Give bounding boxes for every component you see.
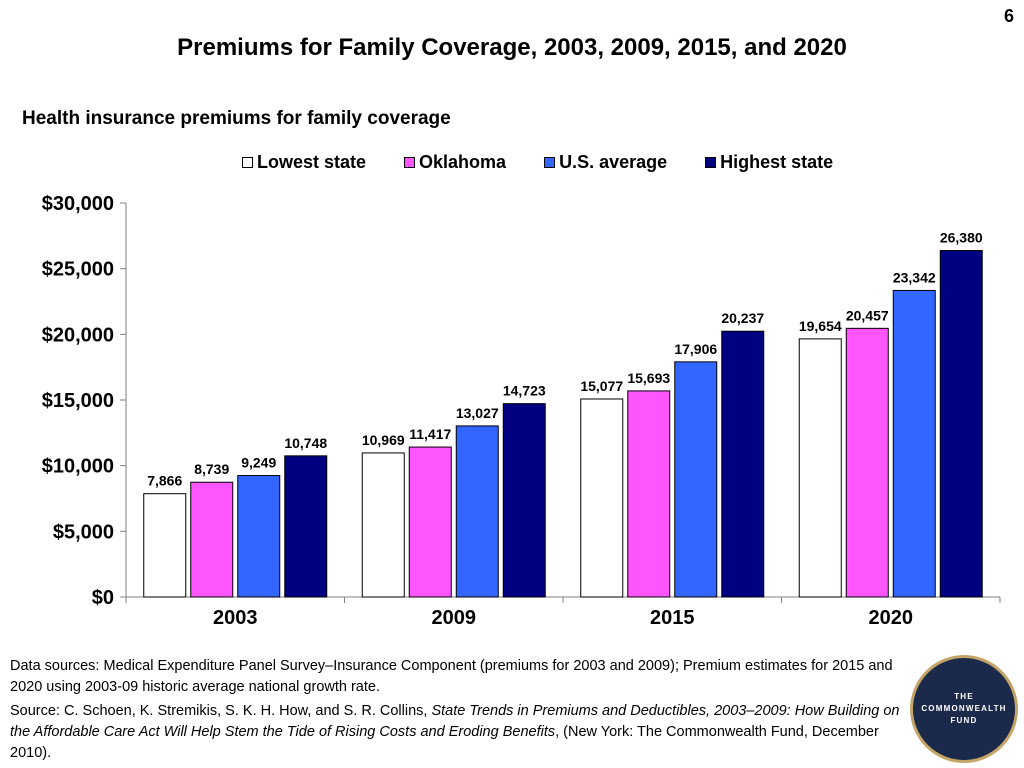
source-prefix: Source: C. Schoen, K. Stremikis, S. K. H… [10,703,432,719]
bar-oklahoma-2009 [408,446,452,598]
data-label: 14,723 [503,383,546,399]
legend-item-lowest-state: Lowest state [242,152,366,173]
bar-u-s-average-2020 [892,289,936,598]
slide-title: Premiums for Family Coverage, 2003, 2009… [177,34,847,61]
data-label: 20,237 [721,310,764,326]
bar-oklahoma-2020 [845,327,889,598]
bar-highest-state-2020 [939,250,983,598]
x-tick-label: 2003 [213,607,258,629]
data-label: 26,380 [940,230,983,246]
y-tick-label: $5,000 [53,521,114,543]
legend-item-highest-state: Highest state [705,152,833,173]
data-label: 11,417 [409,426,451,442]
logo-text: THE COMMONWEALTH FUND [921,691,1006,727]
data-label: 10,969 [362,432,405,448]
footnotes: Data sources: Medical Expenditure Panel … [10,656,900,767]
data-label: 15,077 [580,378,623,394]
legend-swatch-lowest-state [242,157,253,168]
chart-legend: Lowest state Oklahoma U.S. average Highe… [242,152,833,173]
legend-swatch-highest-state [705,157,717,168]
bar-lowest-state-2003 [143,493,187,598]
legend-label-oklahoma: Oklahoma [419,152,507,172]
data-label: 10,748 [284,435,327,451]
data-label: 15,693 [627,370,670,386]
commonwealth-fund-logo: THE COMMONWEALTH FUND [910,655,1018,763]
bar-u-s-average-2003 [237,475,281,598]
y-tick-label: $30,000 [42,193,114,215]
data-label: 13,027 [456,405,499,421]
bar-u-s-average-2015 [674,361,718,598]
chart-title: Health insurance premiums for family cov… [22,108,451,129]
bar-oklahoma-2015 [627,390,671,598]
data-label: 8,739 [194,461,229,477]
logo-line-1: THE [954,692,974,701]
data-label: 23,342 [893,269,936,285]
source-suffix: , (New York: The Commonwealth Fund, Dece… [10,724,879,761]
y-tick-label: $15,000 [42,390,114,412]
data-label: 19,654 [799,318,842,334]
bar-highest-state-2003 [284,455,328,598]
x-tick-label: 2009 [432,607,477,629]
bar-lowest-state-2020 [798,338,842,598]
bar-highest-state-2009 [502,403,546,598]
bar-lowest-state-2009 [361,452,405,598]
bar-oklahoma-2003 [190,481,234,598]
x-tick-label: 2015 [650,607,695,629]
data-label: 17,906 [674,341,717,357]
legend-label-us-average: U.S. average [559,152,668,172]
legend-label-lowest-state: Lowest state [257,152,367,172]
legend-swatch-oklahoma [404,157,416,168]
data-label: 7,866 [147,473,182,489]
bar-highest-state-2015 [721,330,765,598]
y-tick-label: $10,000 [42,456,114,478]
bar-lowest-state-2015 [580,398,624,598]
source-title: State Trends in Premiums and Deductibles… [10,703,900,740]
legend-item-us-average: U.S. average [544,152,667,173]
legend-item-oklahoma: Oklahoma [404,152,506,173]
x-tick-label: 2020 [869,607,914,629]
legend-label-highest-state: Highest state [720,152,834,172]
y-tick-label: $20,000 [42,324,114,346]
data-label: 9,249 [241,455,276,471]
logo-line-2: COMMONWEALTH [921,704,1007,713]
y-tick-label: $25,000 [42,259,114,281]
bar-chart: $0 $5,000 $10,000 $15,000 $20,000 $25,000 $30,… [42,193,1001,629]
data-sources-note: Data sources: Medical Expenditure Panel … [10,658,893,695]
logo-line-3: FUND [950,716,978,725]
source-note: Source: C. Schoen, K. Stremikis, S. K. H… [10,701,900,764]
bar-u-s-average-2009 [455,425,499,598]
legend-swatch-us-average [544,157,556,168]
y-tick-label: $0 [92,587,114,609]
page-number: 6 [1003,6,1014,26]
data-label: 20,457 [846,307,889,323]
